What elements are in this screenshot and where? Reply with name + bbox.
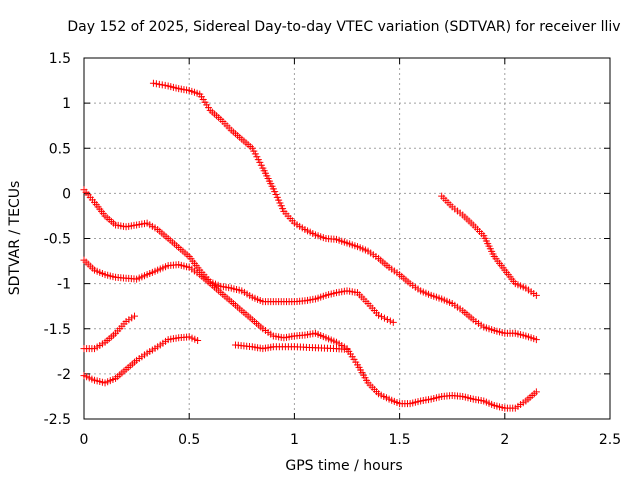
data-point-marker [149,79,157,87]
data-point-marker [532,336,540,344]
x-tick-label: 0.5 [178,432,200,448]
y-axis: 1.5 1 0.5 0 -0.5 -1 -1.5 -2 -2.5 [44,51,610,428]
data-point-marker [250,147,258,155]
y-tick-label: -0.5 [44,232,71,248]
series-arc-1 [149,79,540,344]
data-point-marker [152,80,160,88]
x-tick-label: 1.5 [388,432,410,448]
data-point-marker [383,316,391,324]
series-arc-5 [80,333,202,387]
x-tick-label: 0 [80,432,89,448]
series-arc-3 [80,256,540,412]
y-tick-label: 1 [62,96,71,112]
data-point-marker [155,80,163,88]
y-tick-label: -2 [57,367,71,383]
grid-lines [84,58,610,419]
x-tick-label: 1 [290,432,299,448]
data-point-marker [248,144,256,152]
y-tick-label: 0 [62,186,71,202]
data-point-marker [375,311,383,319]
data-point-marker [194,336,202,344]
chart-title: Day 152 of 2025, Sidereal Day-to-day VTE… [67,19,620,35]
data-point-marker [254,156,262,164]
data-point-marker [130,312,138,320]
x-tick-label: 2 [500,432,509,448]
y-axis-label: SDTVAR / TECUs [7,181,23,296]
series-arc-6 [231,341,351,354]
data-point-marker [257,161,265,169]
series-arc-4 [80,312,138,353]
data-point-marker [161,81,169,89]
series-arc-7 [438,192,540,299]
y-tick-label: 0.5 [49,141,71,157]
y-tick-label: -1.5 [44,322,71,338]
x-axis-label: GPS time / hours [285,458,402,474]
series-arc-2 [80,186,397,326]
data-point-marker [256,158,264,166]
data-point-marker [378,313,386,321]
data-point-marker [343,346,351,354]
y-tick-label: -2.5 [44,412,71,428]
y-tick-label: 1.5 [49,51,71,67]
x-axis: 0 0.5 1 1.5 2 2.5 [80,58,621,448]
data-point-marker [251,150,259,158]
data-point-marker [253,153,261,161]
data-point-marker [380,314,388,322]
data-point-marker [532,388,540,396]
x-tick-label: 2.5 [599,432,621,448]
y-tick-label: -1 [57,277,71,293]
data-point-marker [158,81,166,89]
data-points [80,79,540,412]
data-point-marker [389,318,397,326]
data-point-marker [386,317,394,325]
data-point-marker [532,291,540,299]
